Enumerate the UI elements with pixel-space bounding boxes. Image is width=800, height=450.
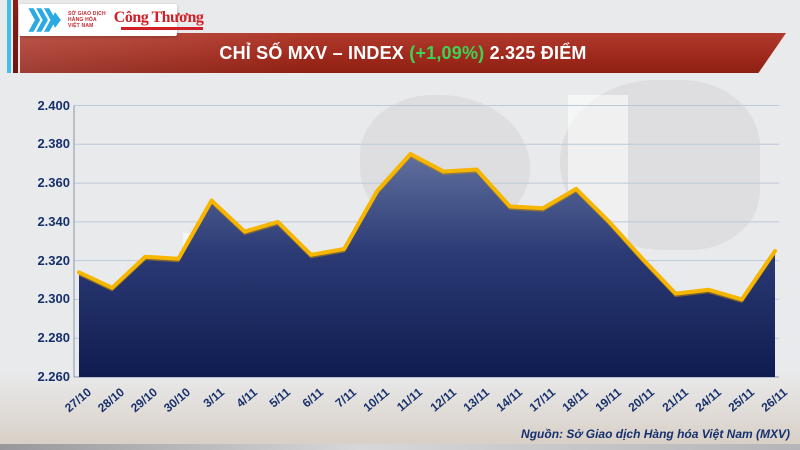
org-line-2: HÀNG HÓA [68,17,97,23]
title-change-percent: (+1,09%) [409,42,485,63]
y-tick-label: 2.340 [37,213,70,229]
chart-title: CHỈ SỐ MXV – INDEX (+1,09%) 2.325 ĐIỂM [219,43,586,64]
org-line-3: VIỆT NAM [68,23,94,29]
mxv-org-name: SỞ GIAO DỊCH HÀNG HÓA VIỆT NAM [68,11,106,29]
title-banner: CHỈ SỐ MXV – INDEX (+1,09%) 2.325 ĐIỂM [20,33,786,73]
congthuong-wordmark: Công Thương [113,9,204,26]
y-tick-label: 2.380 [37,136,70,152]
logo-box: SỞ GIAO DỊCH HÀNG HÓA VIỆT NAM Công Thươ… [19,4,204,36]
congthuong-tagline-bar [120,27,204,30]
y-tick-label: 2.400 [37,97,70,113]
y-tick-label: 2.300 [37,291,70,307]
source-caption: Nguồn: Sở Giao dịch Hàng hóa Việt Nam (M… [521,427,790,441]
y-tick-label: 2.260 [37,369,70,384]
accent-bar-cyan [7,0,11,73]
mxv-logo-icon [28,8,61,32]
congthuong-logo: Công Thương [114,10,204,30]
area-fill [79,153,775,377]
accent-bar-maroon [13,0,18,73]
area-series [77,151,777,377]
bottom-divider-bar [0,444,800,450]
title-main: CHỈ SỐ MXV – INDEX [219,42,405,63]
title-index-value: 2.325 ĐIỂM [489,42,587,63]
y-tick-label: 2.320 [37,252,70,268]
y-tick-label: 2.360 [37,175,70,191]
y-tick-label: 2.280 [37,330,70,346]
org-line-1: SỞ GIAO DỊCH [68,11,106,17]
